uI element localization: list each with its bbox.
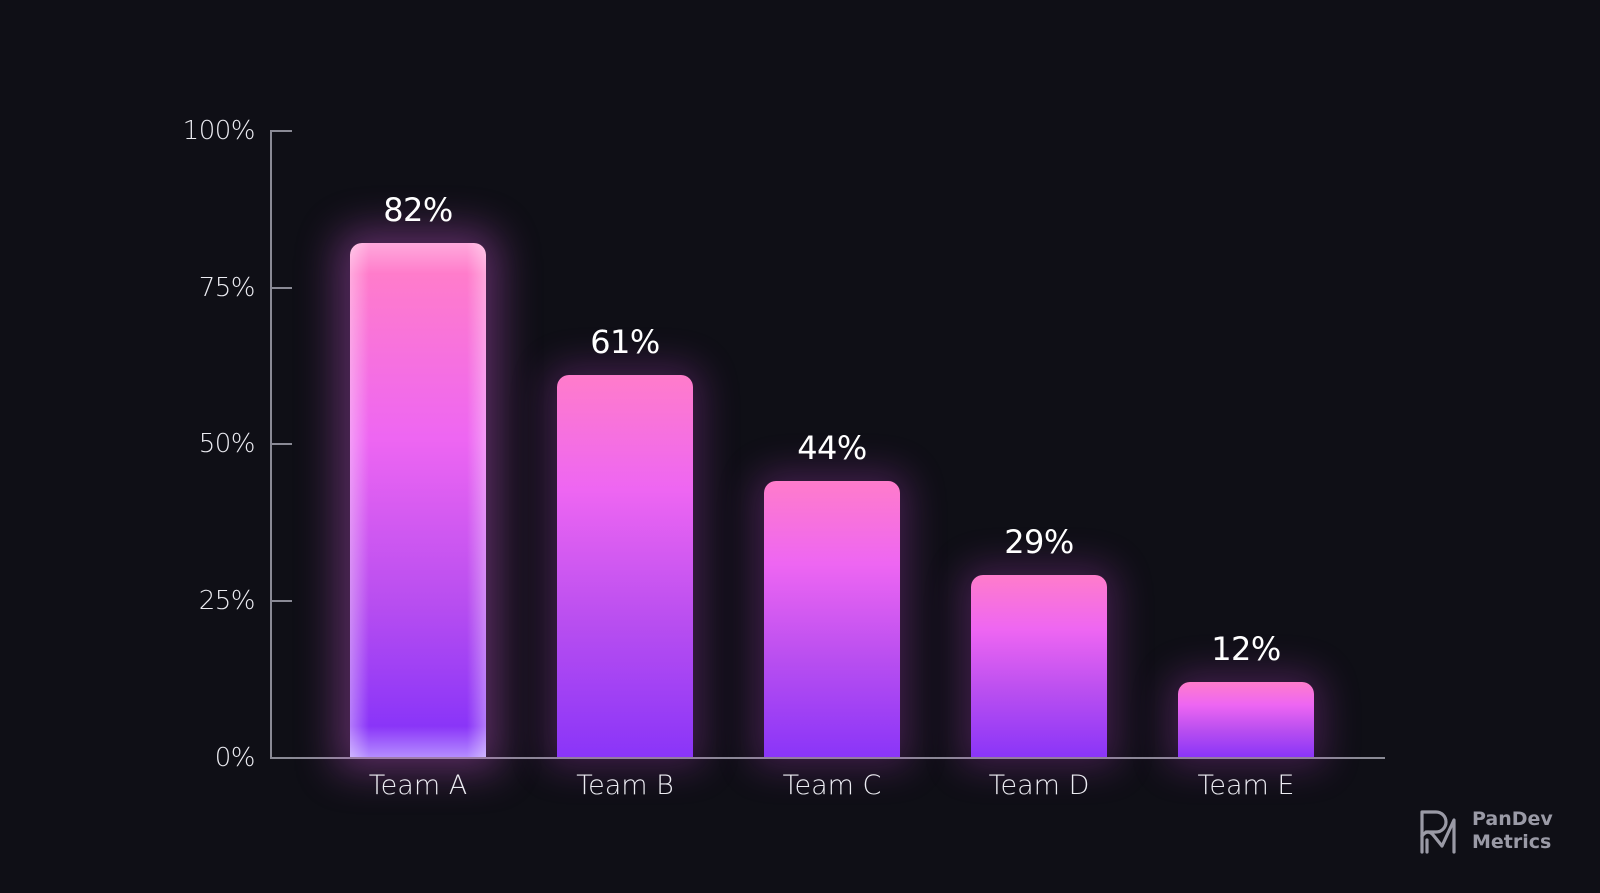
y-tick-0: [270, 757, 292, 759]
bar-value-label: 12%: [1211, 630, 1281, 668]
bar-team-e: [1178, 682, 1314, 757]
bar-team-c: [764, 481, 900, 757]
bar-value-label: 61%: [590, 323, 660, 361]
x-category-label: Team D: [988, 770, 1090, 801]
y-tick-label: 100%: [182, 116, 256, 146]
y-tick-25: [270, 600, 292, 602]
y-tick-label: 50%: [198, 429, 256, 459]
x-category-label: Team C: [782, 770, 882, 801]
y-tick-label: 25%: [198, 586, 256, 616]
y-tick-label: 0%: [214, 743, 256, 773]
logo-wordmark: PanDev Metrics: [1472, 808, 1553, 854]
bar-value-label: 44%: [797, 429, 867, 467]
pandev-metrics-logo: PanDev Metrics: [1416, 806, 1553, 856]
bar-team-a: [350, 243, 486, 757]
x-category-label: Team E: [1197, 770, 1295, 801]
x-category-label: Team B: [576, 770, 674, 801]
bar-value-label: 29%: [1004, 523, 1074, 561]
bar-team-d: [971, 575, 1107, 757]
y-tick-50: [270, 443, 292, 445]
x-axis-line: [270, 757, 1385, 759]
logo-line-2: Metrics: [1472, 831, 1552, 853]
y-tick-label: 75%: [198, 273, 256, 303]
x-category-label: Team A: [368, 770, 468, 801]
logo-line-1: PanDev: [1472, 808, 1553, 830]
bar-value-label: 82%: [383, 191, 453, 229]
pandev-pm-monogram-icon: [1420, 810, 1456, 854]
y-tick-100: [270, 130, 292, 132]
y-tick-75: [270, 287, 292, 289]
bar-team-b: [557, 375, 693, 757]
